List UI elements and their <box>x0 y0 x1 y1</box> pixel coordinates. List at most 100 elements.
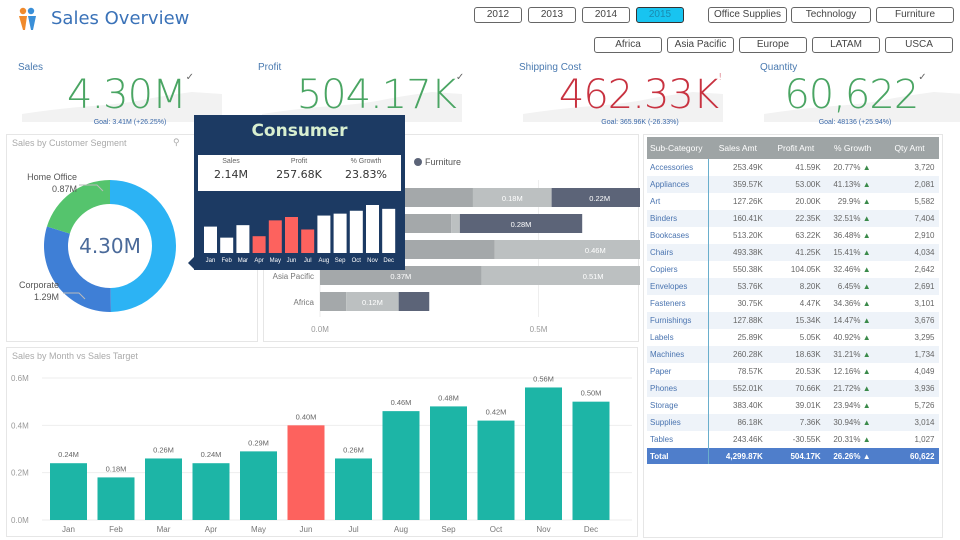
month-bar-dec[interactable] <box>572 401 610 520</box>
column-header-qty-amt[interactable]: Qty Amt <box>880 137 939 159</box>
value-cell: 18.63K <box>766 346 825 363</box>
value-cell: 20.53K <box>767 363 825 380</box>
region-button-asia-pacific[interactable]: Asia Pacific <box>667 37 734 53</box>
subcategory-cell: Labels <box>647 329 710 346</box>
value-cell: 36.48% ▲ <box>825 227 881 244</box>
table-row[interactable]: Paper 78.57K 20.53K 12.16% ▲ 4,049 <box>647 363 939 380</box>
month-bar-jan[interactable] <box>50 463 87 520</box>
table-row[interactable]: Art 127.26K 20.00K 29.9% ▲ 5,582 <box>647 193 939 210</box>
table-row[interactable]: Supplies 86.18K 7.36K 30.94% ▲ 3,014 <box>647 414 939 431</box>
value-cell: 5,726 <box>881 397 939 414</box>
donut-slice-corporate[interactable] <box>43 226 111 312</box>
table-row[interactable]: Binders 160.41K 22.35K 32.51% ▲ 7,404 <box>647 210 939 227</box>
month-bar-nov[interactable] <box>525 387 562 520</box>
region-button-europe[interactable]: Europe <box>739 37 807 53</box>
tooltip-bar-sep <box>333 213 347 253</box>
table-row[interactable]: Tables 243.46K -30.55K 20.31% ▲ 1,027 <box>647 431 939 448</box>
category-button-office-supplies[interactable]: Office Supplies <box>708 7 787 23</box>
table-row[interactable]: Fasteners 30.75K 4.47K 34.36% ▲ 3,101 <box>647 295 939 312</box>
table-header-row: Sub-Category Sales Amt Profit Amt% Growth Q… <box>647 137 939 159</box>
table-row[interactable]: Phones 552.01K 70.66K 21.72% ▲ 3,936 <box>647 380 939 397</box>
month-bar-feb[interactable] <box>97 477 135 520</box>
cell-text: 4,049 <box>914 367 935 376</box>
legend-furniture-label[interactable]: Furniture <box>425 157 461 167</box>
value-cell: 15.41% ▲ <box>824 244 881 261</box>
table-row[interactable]: Copiers 550.38K 104.05K 32.46% ▲ 2,642 <box>647 261 939 278</box>
region-bar-europe-technology[interactable] <box>494 240 640 259</box>
cell-text: 493.38K <box>733 248 763 257</box>
region-bar-usca-technology[interactable] <box>472 188 552 207</box>
table-row[interactable]: Furnishings 127.88K 15.34K 14.47% ▲ 3,676 <box>647 312 939 329</box>
column-header--growth[interactable]: % Growth <box>824 137 881 159</box>
cell-text: 30.75K <box>737 299 763 308</box>
cell-text: 31.21% <box>833 350 861 359</box>
region-bar-usca-furniture[interactable] <box>551 188 640 207</box>
column-header-profit-amt[interactable]: Profit Amt <box>766 137 825 159</box>
month-bar-aug[interactable] <box>382 411 420 520</box>
check-icon: ✓ <box>185 72 194 83</box>
cell-text: Envelopes <box>650 282 688 291</box>
region-bar-asia-pacific-office-supplies[interactable] <box>320 266 482 285</box>
month-bar-may[interactable] <box>240 451 277 520</box>
month-bar-jun[interactable] <box>287 425 325 520</box>
month-x-label: Jan <box>62 525 75 534</box>
column-header-sales-amt[interactable]: Sales Amt <box>708 137 767 159</box>
table-row[interactable]: Chairs 493.38K 41.25K 15.41% ▲ 4,034 <box>647 244 939 261</box>
table-row[interactable]: Storage 383.40K 39.01K 23.94% ▲ 5,726 <box>647 397 939 414</box>
cell-text: Binders <box>650 214 678 223</box>
region-bar-africa-office-supplies[interactable] <box>320 292 347 311</box>
region-bar-africa-furniture[interactable] <box>398 292 430 311</box>
table-row[interactable]: Machines 260.28K 18.63K 31.21% ▲ 1,734 <box>647 346 939 363</box>
month-bar-label: 0.26M <box>153 445 174 454</box>
value-cell: 127.88K <box>708 312 767 329</box>
cell-text: 2,691 <box>914 282 935 291</box>
table-row[interactable]: Appliances 359.57K 53.00K 41.13% ▲ 2,081 <box>647 176 939 193</box>
value-cell: 1,027 <box>881 431 939 448</box>
month-bar-mar[interactable] <box>145 458 182 520</box>
table-row[interactable]: Envelopes 53.76K 8.20K 6.45% ▲ 2,691 <box>647 278 939 295</box>
region-bar-label: 0.51M <box>583 272 604 281</box>
year-button-2014[interactable]: 2014 <box>582 7 630 23</box>
region-bar-asia-pacific-technology[interactable] <box>481 266 640 285</box>
table-row[interactable]: Labels 25.89K 5.05K 40.92% ▲ 3,295 <box>647 329 939 346</box>
column-header-sub-category[interactable]: Sub-Category <box>647 137 709 159</box>
month-bar-label: 0.50M <box>581 389 602 398</box>
month-y-tick: 0.4M <box>11 421 29 430</box>
value-cell: 60,622 <box>880 448 939 464</box>
year-button-2015[interactable]: 2015 <box>636 7 684 23</box>
month-bar-label: 0.56M <box>533 374 554 383</box>
region-bar-label: 0.18M <box>502 194 523 203</box>
month-bar-jul[interactable] <box>335 458 372 520</box>
cell-text: 127.26K <box>733 197 763 206</box>
donut-slice-consumer[interactable] <box>110 180 176 312</box>
cell-text: 6.45% <box>837 282 861 291</box>
category-button-technology[interactable]: Technology <box>791 7 871 23</box>
table-total-row[interactable]: Total 4,299.87K 504.17K 26.26% ▲ 60,622 <box>647 448 939 464</box>
donut-slice-home-office[interactable] <box>46 180 110 234</box>
month-bar-apr[interactable] <box>192 463 230 520</box>
value-cell: 1,734 <box>880 346 939 363</box>
region-bar-latam-furniture[interactable] <box>459 214 583 233</box>
month-bar-sep[interactable] <box>430 406 467 520</box>
cell-text: 23.94% <box>833 401 861 410</box>
cell-text: 30.94% <box>833 418 861 427</box>
category-button-furniture[interactable]: Furniture <box>876 7 954 23</box>
region-button-usca[interactable]: USCA <box>885 37 953 53</box>
month-bar-oct[interactable] <box>477 420 515 520</box>
tooltip-bar-aug <box>317 215 331 253</box>
cell-text: 8.20K <box>799 282 821 291</box>
region-button-latam[interactable]: LATAM <box>812 37 880 53</box>
table-row[interactable]: Accessories 253.49K 41.59K 20.77% ▲ 3,720 <box>647 159 939 176</box>
table-row[interactable]: Bookcases 513.20K 63.22K 36.48% ▲ 2,910 <box>647 227 939 244</box>
pin-icon[interactable]: ⚲ <box>173 137 180 147</box>
region-bar-africa-technology[interactable] <box>346 292 399 311</box>
stat-label: Profit <box>290 158 308 165</box>
year-button-2012[interactable]: 2012 <box>474 7 522 23</box>
up-triangle-icon: ▲ <box>860 214 871 223</box>
year-button-2013[interactable]: 2013 <box>528 7 576 23</box>
value-cell: 20.31% ▲ <box>825 431 881 448</box>
region-button-africa[interactable]: Africa <box>594 37 662 53</box>
value-cell: 127.26K <box>709 193 767 210</box>
region-bar-latam-technology[interactable] <box>451 214 460 233</box>
value-cell: 4,049 <box>881 363 939 380</box>
